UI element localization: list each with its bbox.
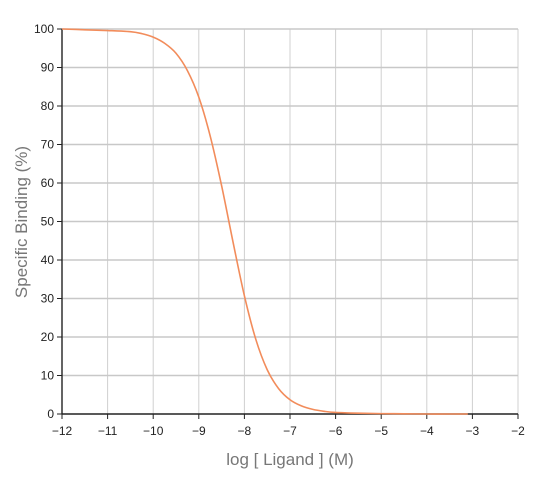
x-tick-label: −9 bbox=[192, 424, 206, 438]
x-tick-label: −5 bbox=[374, 424, 388, 438]
y-tick-label: 40 bbox=[41, 253, 55, 267]
x-tick-label: −12 bbox=[52, 424, 73, 438]
y-tick-label: 60 bbox=[41, 176, 55, 190]
y-tick-label: 10 bbox=[41, 369, 55, 383]
x-tick-label: −2 bbox=[511, 424, 525, 438]
x-tick-label: −4 bbox=[420, 424, 434, 438]
x-tick-label: −6 bbox=[329, 424, 343, 438]
horizontal-gridlines bbox=[62, 28, 518, 377]
y-tick-label: 90 bbox=[41, 61, 55, 75]
x-tick-label: −11 bbox=[98, 424, 118, 438]
x-axis-title: log [ Ligand ] (M) bbox=[226, 450, 354, 469]
x-tick-label: −3 bbox=[466, 424, 480, 438]
x-axis-ticks: −12 −11 −10 −9 −8 −7 −6 −5 −4 −3 −2 bbox=[52, 414, 525, 438]
y-tick-label: 80 bbox=[41, 99, 55, 113]
y-tick-label: 30 bbox=[41, 292, 55, 306]
series-group bbox=[61, 28, 468, 415]
y-tick-label: 100 bbox=[34, 22, 54, 36]
y-tick-label: 70 bbox=[41, 138, 55, 152]
x-tick-label: −8 bbox=[238, 424, 252, 438]
series-line bbox=[61, 28, 468, 415]
y-axis-ticks: 0 10 20 30 40 50 60 70 80 90 100 bbox=[34, 22, 62, 421]
y-tick-label: 50 bbox=[41, 215, 55, 229]
y-tick-label: 20 bbox=[41, 330, 55, 344]
y-tick-label: 0 bbox=[47, 407, 54, 421]
x-tick-label: −7 bbox=[283, 424, 297, 438]
x-tick-label: −10 bbox=[143, 424, 164, 438]
y-axis-title: Specific Binding (%) bbox=[12, 146, 31, 298]
